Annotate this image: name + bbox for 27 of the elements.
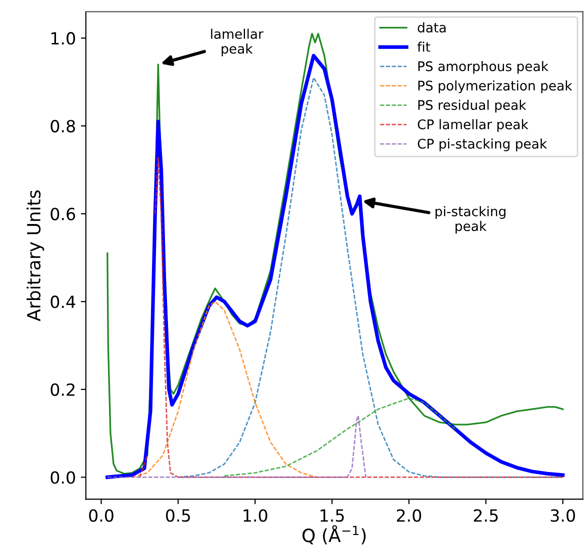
legend-label: data [418,22,446,33]
annotation: lamellar peak [211,28,264,56]
x-tick-label: 1.5 [320,509,344,522]
annotation: pi-stacking peak [436,206,506,234]
line-series [106,415,367,478]
y-tick-label: 0.4 [50,296,76,308]
y-tick-label: 0.6 [50,208,76,220]
y-tick-label: 0.2 [50,383,74,396]
x-tick-label: 1.0 [244,509,268,522]
line-series [224,397,456,477]
x-axis-title: Q (Å$^{−1}$) [302,525,366,544]
legend-label: PS polymerization peak [418,80,572,94]
line-series [131,300,318,478]
legend-label: PS residual peak [418,100,526,113]
y-tick-label: 0.0 [50,471,76,484]
x-tick-label: 2.0 [396,509,422,522]
x-tick-label: 2.5 [474,509,498,522]
x-tick-label: 0.5 [166,509,190,522]
legend-label: CP lamellar peak [418,119,528,132]
legend-label: PS amorphous peak [418,61,548,74]
x-tick-label: 3.0 [550,509,575,522]
legend-label: CP pi-stacking peak [418,138,548,152]
legend-label: fit [417,42,430,52]
y-tick-label: 0.8 [50,120,75,132]
y-tick-label: 1.0 [51,32,76,45]
y-axis-title: Arbitrary Units [26,190,44,322]
x-tick-label: 0.0 [89,509,114,522]
